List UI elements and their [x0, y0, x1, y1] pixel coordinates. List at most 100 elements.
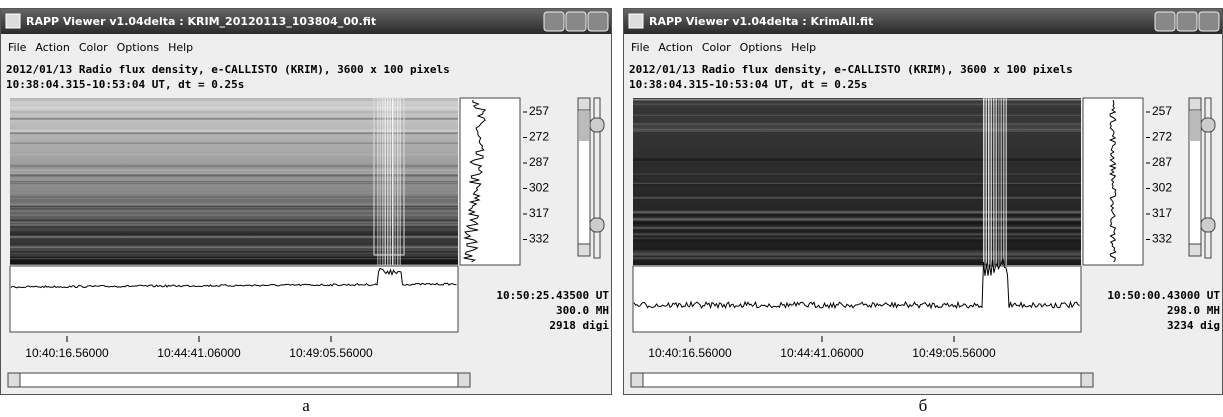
- minimize-button[interactable]: [543, 11, 565, 32]
- spectrogram-line: [633, 98, 1081, 101]
- h-scroll-track: [7, 372, 471, 388]
- spectrogram-line: [633, 237, 1081, 240]
- burst-stripe: [1000, 98, 1002, 265]
- spectrogram-line: [633, 226, 1081, 229]
- spectrogram-line: [10, 203, 458, 206]
- title-bar: [1, 9, 611, 34]
- spectrogram-line: [633, 124, 1081, 127]
- spectrogram-line: [633, 158, 1081, 162]
- menu-item[interactable]: Options: [117, 41, 160, 54]
- menu-item[interactable]: File: [631, 41, 650, 54]
- spectrogram-line: [10, 181, 458, 183]
- spectrogram-line: [633, 221, 1081, 225]
- maximize-button[interactable]: [565, 11, 587, 32]
- spectrogram-line: [633, 99, 1081, 101]
- spectrogram-line: [633, 182, 1081, 184]
- menu-item[interactable]: Action: [658, 41, 692, 54]
- spectrogram-line: [10, 106, 458, 110]
- burst-stripe: [392, 98, 394, 265]
- menu-item[interactable]: File: [8, 41, 27, 54]
- cursor-readout: 10:50:00.43000 UT: [1107, 289, 1220, 302]
- y-tick-label: 287: [1152, 155, 1172, 169]
- app-icon: [5, 13, 21, 29]
- spectrogram-line: [10, 237, 458, 240]
- spectrogram-line: [633, 103, 1081, 106]
- spectrogram-line: [633, 250, 1081, 253]
- spectrogram-line: [10, 245, 458, 249]
- spectrogram-line: [633, 103, 1081, 107]
- scroll-up[interactable]: [577, 97, 591, 111]
- h-scroll-right[interactable]: [1080, 372, 1094, 388]
- spectrogram-line: [633, 123, 1081, 126]
- scroll-thumb[interactable]: [1190, 111, 1200, 141]
- spectrogram-line: [10, 249, 458, 252]
- spectrogram-line: [10, 220, 458, 223]
- burst-stripe: [1005, 98, 1007, 265]
- spectrogram-line: [10, 232, 458, 236]
- spectrogram-line: [633, 122, 1081, 125]
- close-button[interactable]: [587, 11, 609, 32]
- spectrogram-line: [10, 203, 458, 207]
- selection-box: [373, 97, 405, 256]
- spectrogram-line: [633, 160, 1081, 162]
- spectrogram-line: [10, 131, 458, 135]
- h-scroll-right[interactable]: [457, 372, 471, 388]
- menu-item[interactable]: Options: [740, 41, 783, 54]
- spectrogram-line: [633, 170, 1081, 173]
- spectrogram-line: [10, 119, 458, 123]
- scroll-up[interactable]: [1188, 97, 1202, 111]
- slider-thumb[interactable]: [1200, 217, 1216, 233]
- spectrogram-line: [10, 142, 458, 144]
- spectrogram-line: [10, 249, 458, 251]
- y-tick-label: 317: [1152, 206, 1172, 220]
- spectrogram-line: [633, 247, 1081, 249]
- spectrogram-line: [633, 165, 1081, 167]
- spectrogram-line: [633, 163, 1081, 165]
- spectrogram-line: [633, 196, 1081, 199]
- spectrogram-line: [10, 205, 458, 208]
- spectrogram-line: [10, 110, 458, 113]
- menu-item[interactable]: Color: [702, 41, 731, 54]
- menu-item[interactable]: Color: [79, 41, 108, 54]
- cursor-readout: 3234 dig: [1167, 319, 1220, 332]
- menu-item[interactable]: Help: [168, 41, 193, 54]
- spectrogram-line: [633, 99, 1081, 101]
- spectrogram-line: [10, 234, 458, 236]
- spectrogram-line: [10, 129, 458, 133]
- close-button[interactable]: [1198, 11, 1220, 32]
- app-icon: [628, 13, 644, 29]
- spectrogram-line: [633, 103, 1081, 106]
- scroll-thumb[interactable]: [579, 111, 589, 141]
- maximize-button[interactable]: [1176, 11, 1198, 32]
- spectrogram-line: [633, 253, 1081, 257]
- spectrogram-line: [633, 159, 1081, 161]
- menu-item[interactable]: Action: [35, 41, 69, 54]
- scroll-down[interactable]: [1188, 243, 1202, 257]
- minimize-button[interactable]: [1154, 11, 1176, 32]
- scroll-down[interactable]: [577, 243, 591, 257]
- cursor-readout: 2918 digi: [549, 319, 609, 332]
- spectrogram-line: [633, 184, 1081, 187]
- info-line: 10:38:04.315-10:53:04 UT, dt = 0.25s: [629, 78, 867, 91]
- spectrogram-line: [633, 129, 1081, 132]
- h-scroll-left[interactable]: [630, 372, 644, 388]
- burst-stripe: [389, 98, 391, 265]
- burst-stripe: [983, 98, 985, 265]
- spectrogram-line: [10, 117, 458, 120]
- spectrogram-line: [633, 123, 1081, 126]
- light-curve: [633, 257, 1080, 310]
- slider-thumb[interactable]: [589, 117, 605, 133]
- slider-thumb[interactable]: [1200, 117, 1216, 133]
- spectrogram-line: [10, 258, 458, 260]
- spectrogram-line: [10, 226, 458, 230]
- cursor-readout: 298.0 MH: [1167, 304, 1220, 317]
- menu-item[interactable]: Help: [791, 41, 816, 54]
- burst-stripe: [1003, 98, 1005, 265]
- burst-stripe: [988, 98, 990, 265]
- h-scroll-left[interactable]: [7, 372, 21, 388]
- info-line: 10:38:04.315-10:53:04 UT, dt = 0.25s: [6, 78, 244, 91]
- h-scroll-track: [630, 372, 1094, 388]
- y-tick-label: 257: [1152, 104, 1172, 118]
- slider-thumb[interactable]: [589, 217, 605, 233]
- spectrogram-line: [10, 110, 458, 112]
